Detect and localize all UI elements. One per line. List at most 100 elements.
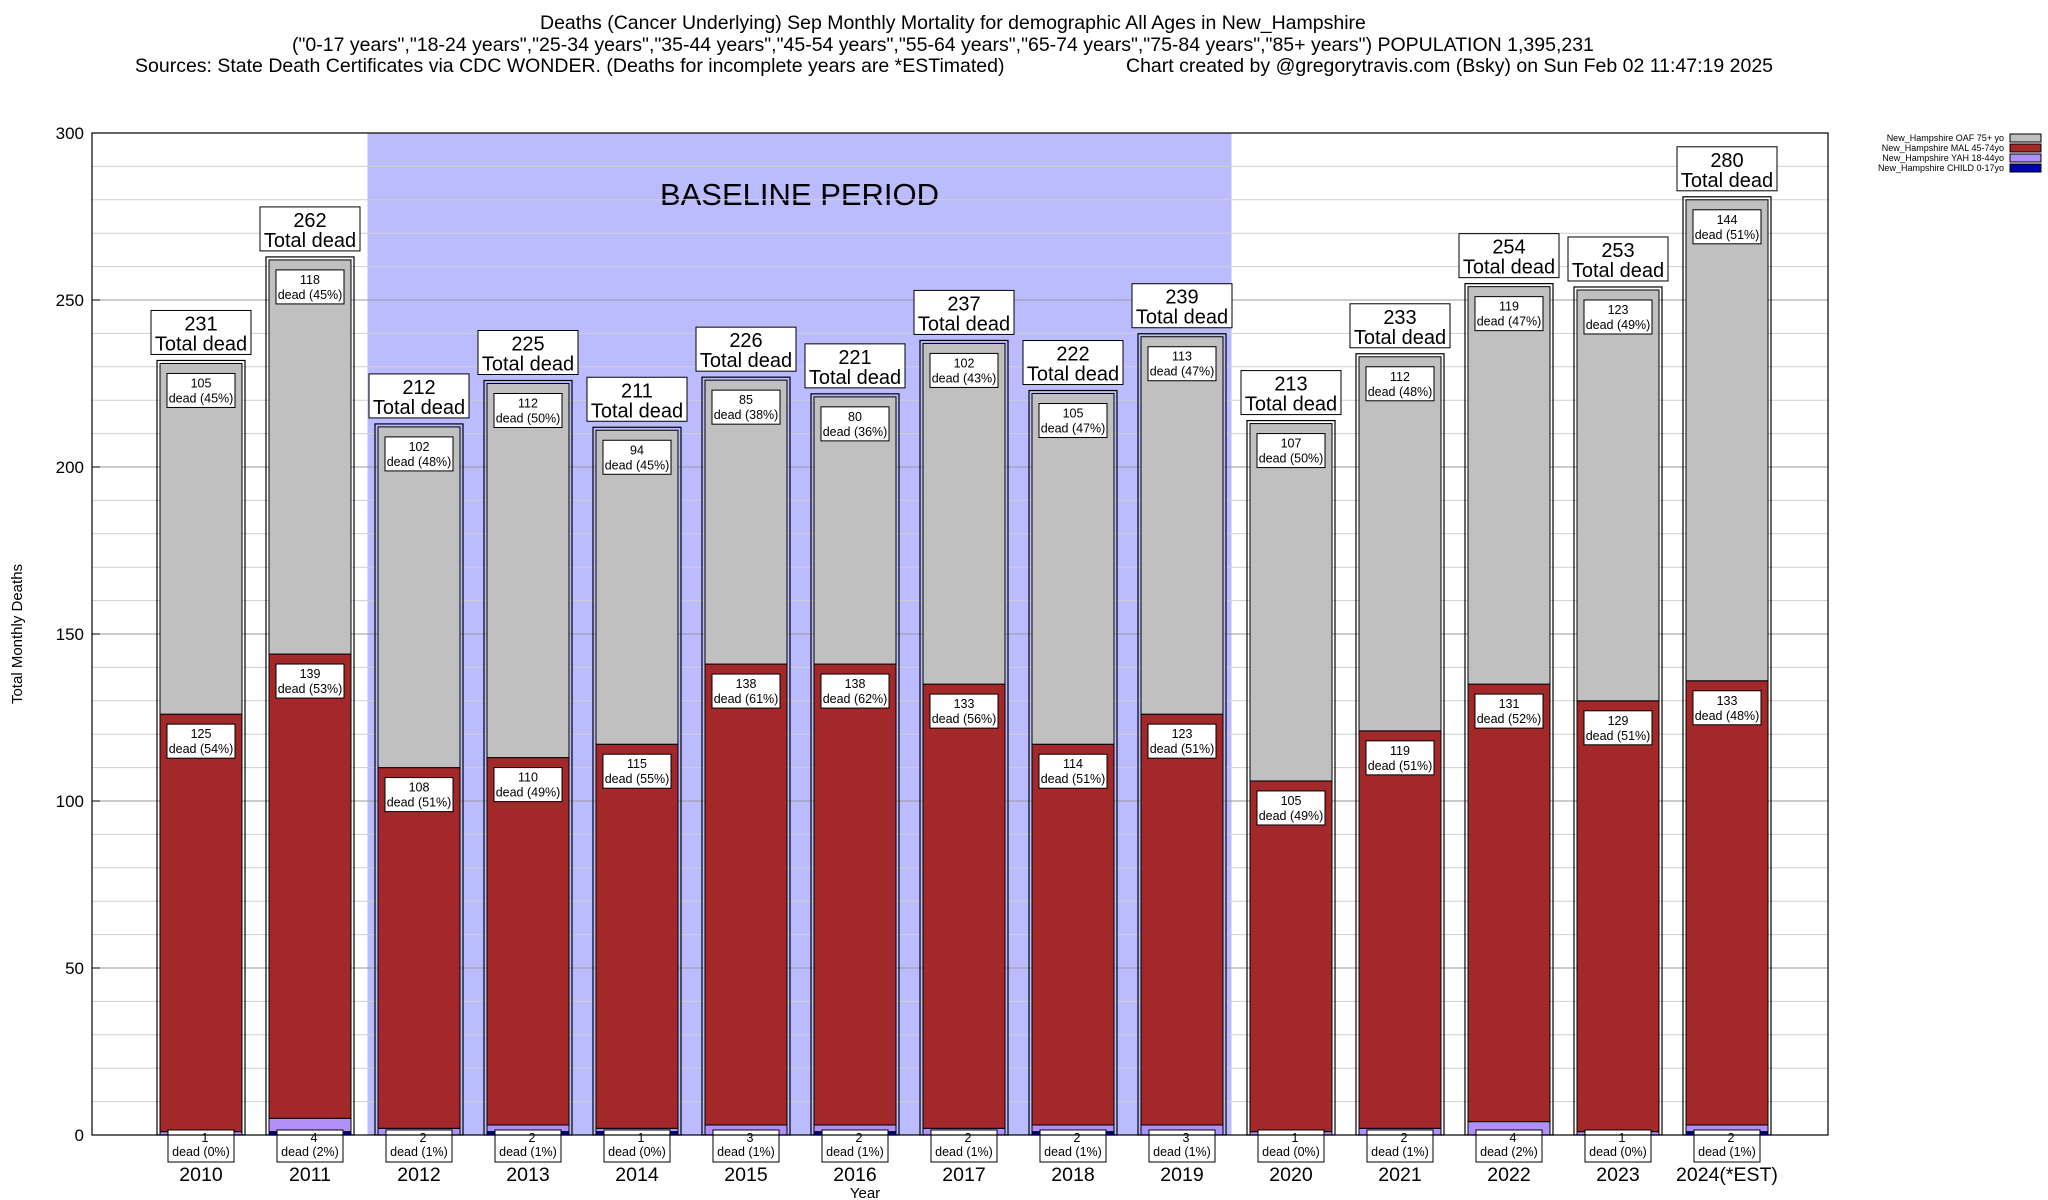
yah-label-pct: dead (1%) bbox=[826, 1145, 884, 1159]
yah-label-value: 2 bbox=[1401, 1131, 1408, 1145]
segment-label-box bbox=[1365, 366, 1435, 402]
total-label-text: Total dead bbox=[1572, 260, 1664, 282]
segment-label-value: 138 bbox=[736, 677, 757, 691]
legend-swatch bbox=[2009, 143, 2042, 153]
chart-subtitle: ("0-17 years","18-24 years","25-34 years… bbox=[292, 34, 1594, 56]
segment-label-value: 113 bbox=[1172, 350, 1192, 364]
total-label-value: 237 bbox=[947, 293, 980, 315]
yah-label-value: 1 bbox=[1292, 1131, 1299, 1145]
x-tick-label: 2019 bbox=[1160, 1164, 1203, 1186]
yah-label-value: 2 bbox=[529, 1131, 536, 1145]
segment-label-box bbox=[1583, 299, 1653, 335]
segment-label-value: 138 bbox=[845, 677, 866, 691]
y-tick-label: 50 bbox=[65, 959, 84, 978]
y-tick-label: 150 bbox=[56, 625, 84, 644]
segment-label-pct: dead (45%) bbox=[605, 458, 670, 472]
x-tick-label: 2018 bbox=[1051, 1164, 1094, 1186]
yah-label-value: 4 bbox=[311, 1131, 318, 1145]
segment-label-value: 108 bbox=[409, 781, 430, 795]
segment-label-pct: dead (49%) bbox=[496, 786, 561, 800]
yah-label-pct: dead (1%) bbox=[935, 1145, 993, 1159]
bar-segment bbox=[377, 426, 461, 769]
total-label-text: Total dead bbox=[1027, 364, 1119, 386]
total-label-text: Total dead bbox=[264, 230, 356, 252]
segment-label-box bbox=[1038, 753, 1108, 789]
baseline-period-label: BASELINE PERIOD bbox=[660, 177, 939, 212]
segment-label-value: 119 bbox=[1499, 300, 1519, 314]
bar-segment bbox=[1140, 336, 1224, 715]
segment-label-box bbox=[1474, 296, 1544, 332]
total-label-value: 233 bbox=[1383, 307, 1416, 329]
bar-segment bbox=[1140, 713, 1224, 1126]
segment-label-pct: dead (45%) bbox=[169, 391, 234, 405]
total-label-value: 213 bbox=[1274, 374, 1307, 396]
bar-segment bbox=[1685, 199, 1769, 682]
segment-label-value: 118 bbox=[300, 273, 320, 287]
segment-label-pct: dead (51%) bbox=[1695, 228, 1760, 242]
total-label-box bbox=[1567, 236, 1669, 282]
yah-label-value: 4 bbox=[1510, 1131, 1517, 1145]
segment-label-value: 105 bbox=[1281, 794, 1302, 808]
total-label-value: 226 bbox=[729, 330, 762, 352]
x-axis-title: Year bbox=[850, 1185, 880, 1200]
total-label-text: Total dead bbox=[1681, 170, 1773, 192]
segment-label-box bbox=[1256, 790, 1326, 826]
yah-label-value: 1 bbox=[202, 1131, 209, 1145]
total-label-box bbox=[1676, 146, 1778, 192]
segment-label-box bbox=[1147, 346, 1217, 382]
x-tick-label: 2021 bbox=[1378, 1164, 1421, 1186]
segment-label-pct: dead (56%) bbox=[932, 712, 997, 726]
segment-label-pct: dead (51%) bbox=[1041, 772, 1106, 786]
y-tick-label: 300 bbox=[56, 124, 84, 143]
segment-label-box bbox=[1365, 740, 1435, 776]
legend-label: New_Hampshire CHILD 0-17yo bbox=[1878, 163, 2004, 173]
segment-label-value: 105 bbox=[1063, 407, 1084, 421]
segment-label-pct: dead (54%) bbox=[169, 742, 234, 756]
yah-label-value: 3 bbox=[747, 1131, 754, 1145]
y-tick-label: 100 bbox=[56, 792, 84, 811]
plot-frame bbox=[91, 132, 1829, 1136]
chart-credit: Chart created by @gregorytravis.com (Bsk… bbox=[1126, 55, 1774, 77]
bar-segment bbox=[268, 259, 352, 655]
segment-label-box bbox=[275, 663, 345, 699]
segment-label-value: 131 bbox=[1499, 697, 1520, 711]
total-label-box bbox=[1022, 340, 1124, 386]
yah-label-pct: dead (1%) bbox=[1044, 1145, 1102, 1159]
bar-segment bbox=[813, 663, 897, 1126]
yah-label-pct: dead (1%) bbox=[499, 1145, 557, 1159]
total-label-text: Total dead bbox=[1245, 394, 1337, 416]
bar-segment bbox=[1249, 423, 1333, 782]
legend-swatch bbox=[2009, 133, 2042, 143]
total-label-value: 254 bbox=[1492, 237, 1525, 259]
x-tick-label: 2012 bbox=[397, 1164, 440, 1186]
total-label-box bbox=[368, 373, 470, 419]
total-label-box bbox=[1240, 370, 1342, 416]
segment-label-box bbox=[1474, 693, 1544, 729]
total-label-text: Total dead bbox=[591, 400, 683, 422]
segment-label-value: 107 bbox=[1281, 437, 1302, 451]
segment-label-value: 105 bbox=[191, 376, 212, 390]
total-label-value: 211 bbox=[621, 380, 653, 402]
total-label-text: Total dead bbox=[373, 397, 465, 419]
segment-label-pct: dead (61%) bbox=[714, 692, 779, 706]
segment-label-value: 123 bbox=[1172, 727, 1193, 741]
segment-label-value: 133 bbox=[1717, 694, 1738, 708]
x-tick-label: 2024(*EST) bbox=[1676, 1164, 1778, 1186]
segment-label-pct: dead (52%) bbox=[1477, 712, 1542, 726]
yah-label-value: 3 bbox=[1183, 1131, 1190, 1145]
yah-label-value: 1 bbox=[638, 1131, 645, 1145]
bar-segment bbox=[1576, 289, 1660, 702]
segment-label-pct: dead (48%) bbox=[387, 455, 452, 469]
segment-label-value: 144 bbox=[1717, 213, 1738, 227]
total-label-value: 221 bbox=[838, 347, 871, 369]
segment-label-value: 102 bbox=[409, 440, 430, 454]
bar-segment bbox=[1031, 743, 1115, 1126]
segment-label-value: 94 bbox=[630, 443, 644, 457]
bar-segment bbox=[1576, 700, 1660, 1133]
bar-segment bbox=[159, 713, 243, 1133]
segment-label-box bbox=[384, 436, 454, 472]
segment-label-box bbox=[602, 439, 672, 475]
legend-label: New_Hampshire OAF 75+ yo bbox=[1887, 133, 2004, 143]
segment-label-value: 112 bbox=[1390, 370, 1410, 384]
segment-label-pct: dead (62%) bbox=[823, 692, 888, 706]
